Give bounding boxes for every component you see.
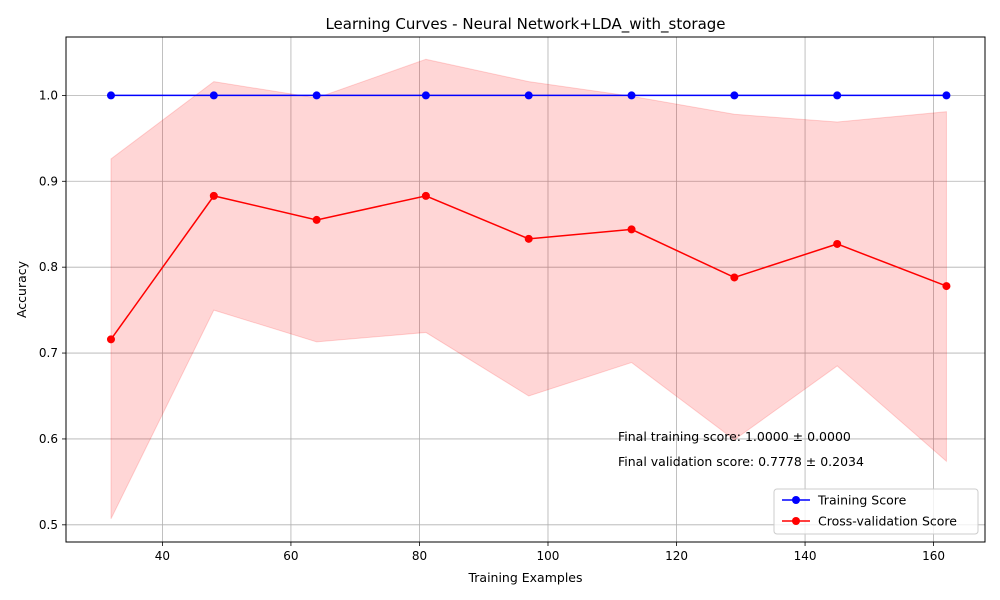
x-tick-label: 160 [922,549,945,563]
axis-ticks: 40 60 80 100 120 140 160 0.5 0.6 0.7 0.8 0.9 1.0 [39,88,945,563]
chart-title: Learning Curves - Neural Network+LDA_wit… [325,15,725,34]
validation-score-point [833,239,842,248]
final-training-score-annotation: Final training score: 1.0000 ± 0.0000 [618,429,851,444]
series-layer [106,91,951,344]
legend-training-label: Training Score [817,493,907,508]
y-tick-label: 0.5 [39,518,58,532]
validation-score-point [524,234,533,243]
validation-score-point [942,282,951,291]
training-score-point [833,91,842,100]
y-tick-label: 0.7 [39,346,58,360]
validation-score-point [627,225,636,234]
x-axis-label: Training Examples [467,570,582,585]
training-score-point [627,91,636,100]
x-tick-label: 100 [537,549,560,563]
confidence-band-validation [110,58,947,520]
legend: Training Score Cross-validation Score [773,488,979,535]
training-score-point [312,91,321,100]
y-tick-label: 1.0 [39,88,58,102]
final-validation-score-annotation: Final validation score: 0.7778 ± 0.2034 [618,454,864,469]
validation-score-point [312,215,321,224]
training-score-point [730,91,739,100]
validation-score-point [730,273,739,282]
validation-score-point [106,335,115,344]
y-tick-label: 0.9 [39,174,58,188]
x-tick-label: 120 [665,549,688,563]
x-tick-label: 40 [155,549,170,563]
x-tick-label: 80 [412,549,427,563]
training-score-point [524,91,533,100]
legend-training-marker [792,496,800,504]
x-tick-label: 60 [283,549,298,563]
grid-layer [66,37,985,542]
y-tick-label: 0.8 [39,260,58,274]
training-score-point [421,91,430,100]
y-tick-label: 0.6 [39,432,58,446]
y-axis-label: Accuracy [14,260,29,318]
confidence-bands [110,58,947,520]
validation-score-point [421,191,430,200]
training-score-point [942,91,951,100]
plot-area-frame [65,36,986,543]
training-score-point [106,91,115,100]
legend-validation-label: Cross-validation Score [818,514,957,529]
training-score-point [209,91,218,100]
legend-validation-marker [792,517,800,525]
x-tick-label: 140 [794,549,817,563]
validation-score-point [209,191,218,200]
legend-box [773,488,979,535]
